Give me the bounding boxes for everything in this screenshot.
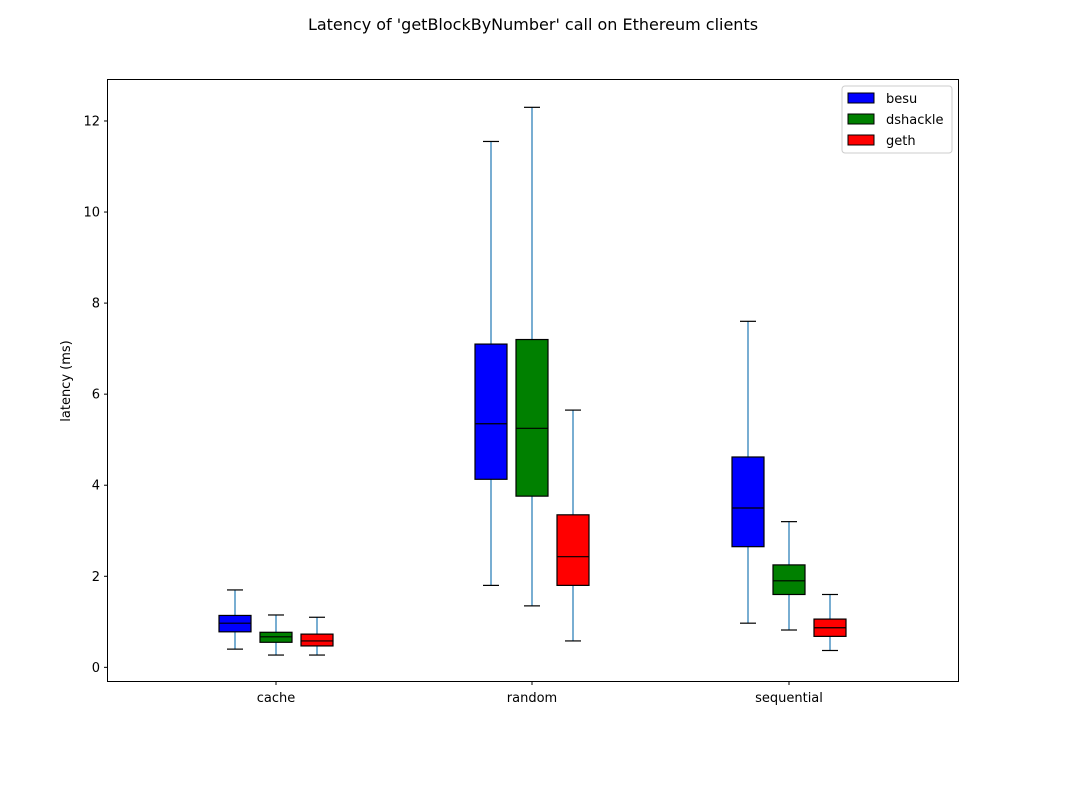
box-besu-cache xyxy=(218,589,252,650)
box-geth-cache xyxy=(300,616,334,656)
x-tick-label: cache xyxy=(257,691,296,706)
box-geth-sequential xyxy=(813,593,847,652)
chart-title: Latency of 'getBlockByNumber' call on Et… xyxy=(308,15,758,34)
x-tick-label: sequential xyxy=(755,691,823,706)
box-body xyxy=(556,514,590,586)
box-besu-random xyxy=(474,140,508,586)
legend-swatch-besu xyxy=(847,92,875,104)
chart-marks: 0 2 4 6 8 10 12 cache random sequential xyxy=(83,106,847,706)
plot-frame xyxy=(107,79,959,682)
y-tick-label: 4 xyxy=(92,479,100,494)
box-dshackle-sequential xyxy=(772,521,806,631)
box-body xyxy=(474,343,508,480)
legend-label-besu: besu xyxy=(886,92,917,107)
box-body xyxy=(772,564,806,596)
legend: besu dshackle geth xyxy=(841,85,953,154)
y-tick-label: 12 xyxy=(83,114,100,129)
box-dshackle-random xyxy=(515,106,549,607)
box-besu-sequential xyxy=(731,320,765,624)
y-axis-label: latency (ms) xyxy=(59,340,74,421)
box-body xyxy=(731,456,765,548)
box-body xyxy=(515,338,549,497)
box-body xyxy=(300,633,334,647)
y-tick-label: 10 xyxy=(83,206,100,221)
y-tick-label: 6 xyxy=(92,388,100,403)
box-dshackle-cache xyxy=(259,614,293,656)
x-tick-label: random xyxy=(507,691,557,706)
box-geth-random xyxy=(556,409,590,642)
legend-swatch-dshackle xyxy=(847,113,875,125)
y-tick-label: 8 xyxy=(92,297,100,312)
y-tick-label: 2 xyxy=(92,570,100,585)
legend-swatch-geth xyxy=(847,134,875,146)
legend-label-dshackle: dshackle xyxy=(886,113,944,128)
y-tick-label: 0 xyxy=(92,661,100,676)
legend-label-geth: geth xyxy=(886,134,916,149)
